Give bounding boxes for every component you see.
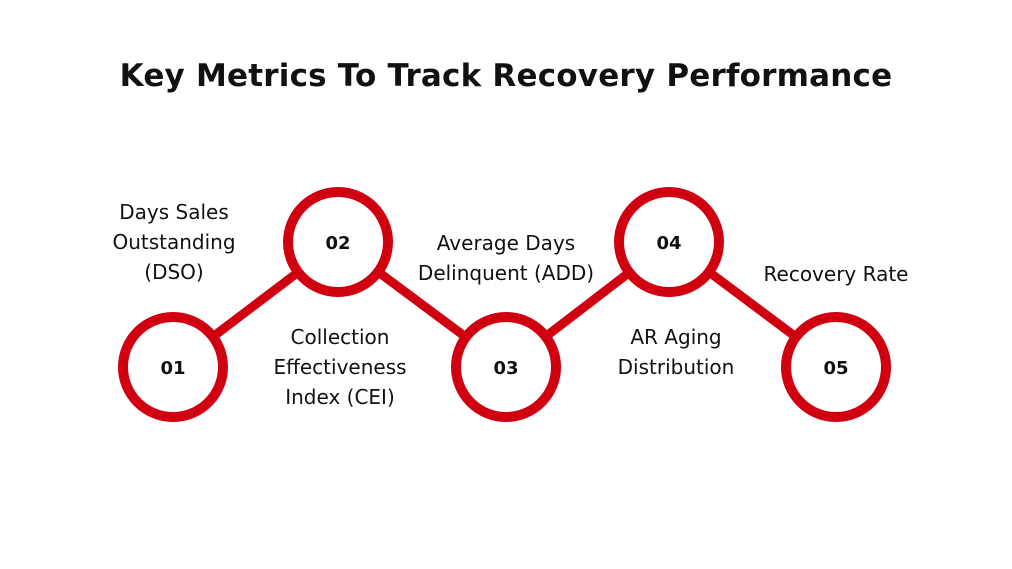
step-circle-05 [781,312,891,422]
step-label-03: Average Days Delinquent (ADD) [417,231,595,285]
step-circle-04 [614,187,724,297]
step-circles [118,187,891,422]
step-label-05: Recovery Rate [763,262,909,286]
step-numbers: 01 02 03 04 05 [160,233,848,379]
step-number-01: 01 [160,358,185,379]
step-label-02: Collection Effectiveness Index (CEI) [273,325,407,409]
step-circle-01 [118,312,228,422]
step-number-03: 03 [493,358,518,379]
step-label-04: AR Aging Distribution [617,325,735,379]
step-circle-02 [283,187,393,297]
step-circle-03 [451,312,561,422]
page-title: Key Metrics To Track Recovery Performanc… [119,58,893,94]
step-number-04: 04 [656,233,681,254]
step-number-02: 02 [325,233,350,254]
step-label-01: Days Sales Outstanding (DSO) [112,200,236,284]
step-number-05: 05 [823,358,848,379]
